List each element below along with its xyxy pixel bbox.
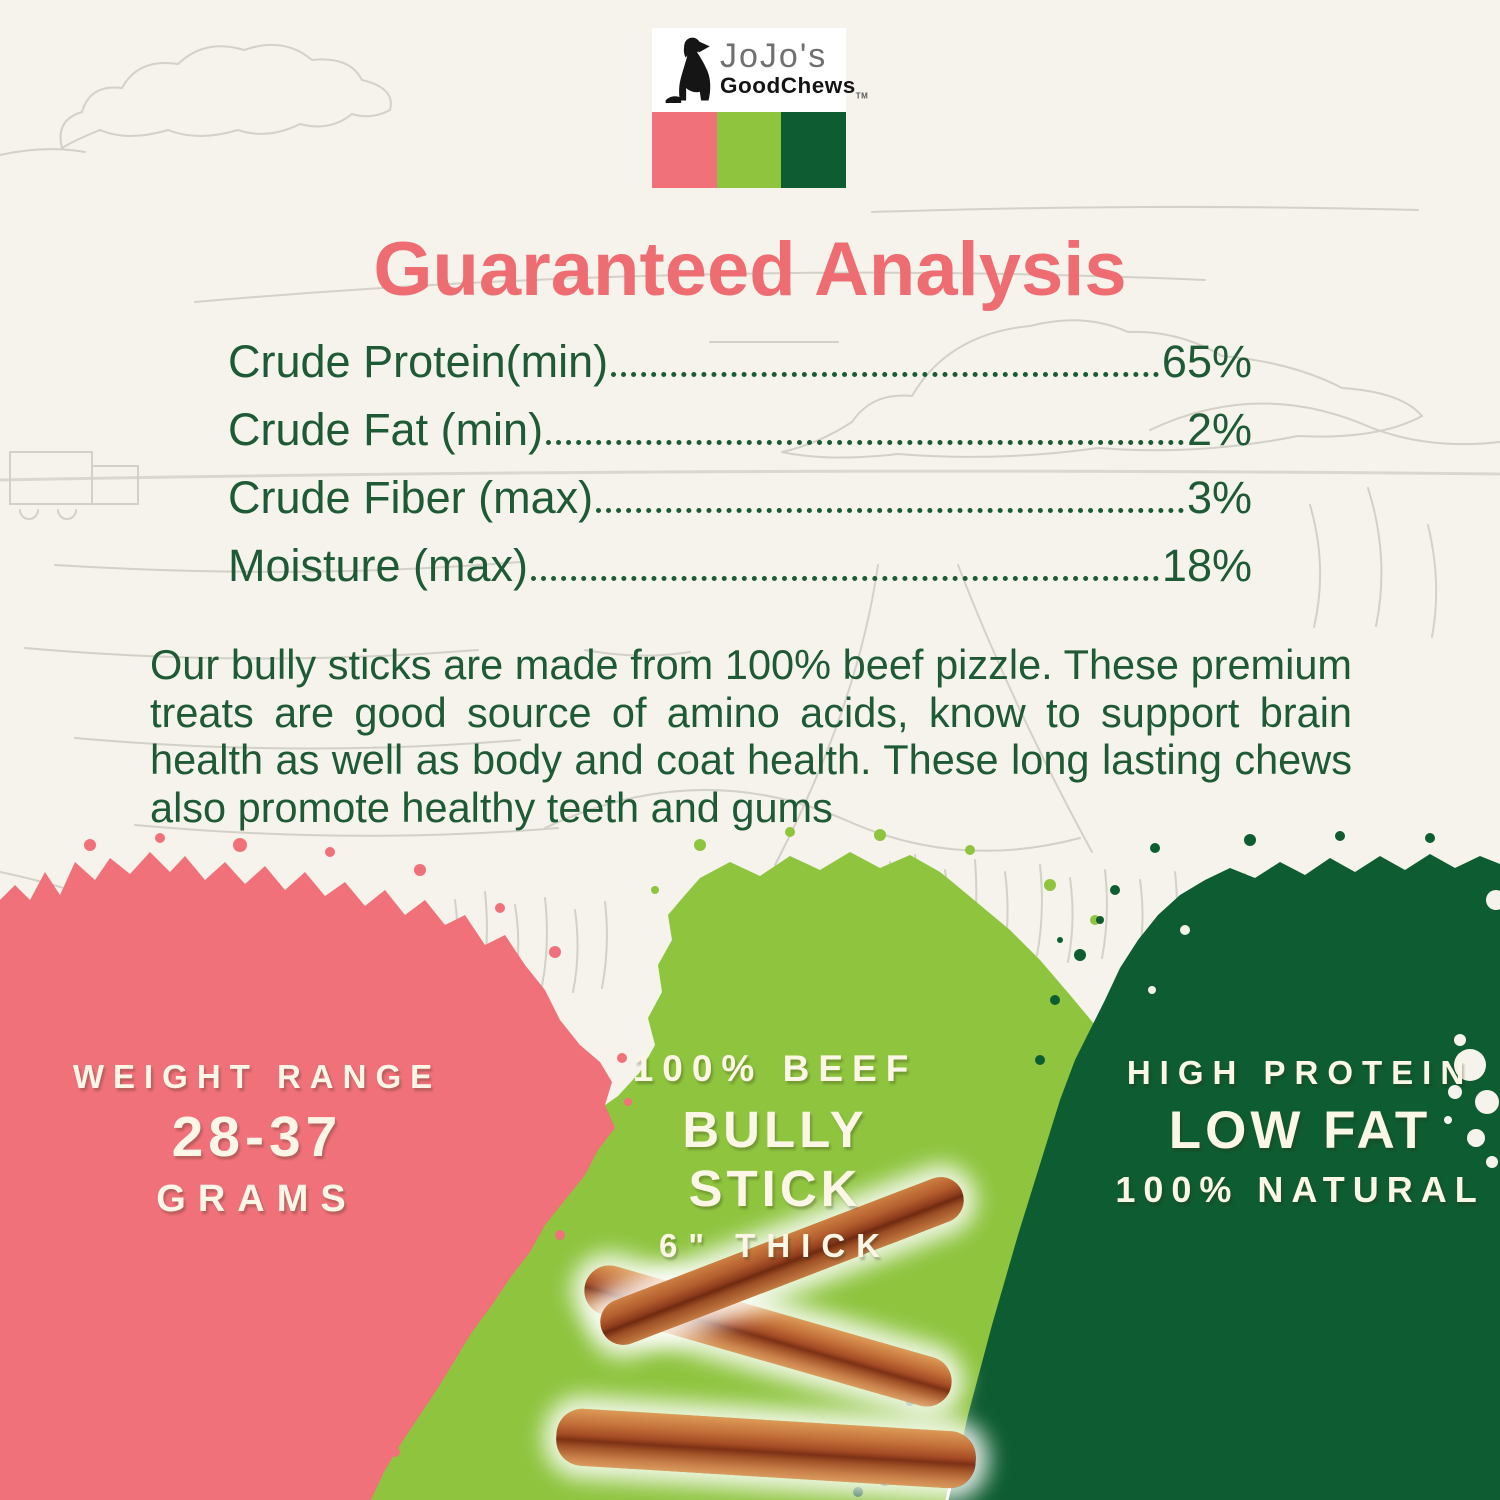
- analysis-list: Crude Protein(min) 65% Crude Fat (min) 2…: [228, 336, 1252, 608]
- leader-dots: [611, 372, 1159, 377]
- product-line-size: 6" THICK: [659, 1227, 891, 1264]
- paint-splash-pink: [0, 833, 632, 1500]
- analysis-value: 3%: [1186, 472, 1252, 523]
- trademark-symbol: TM: [855, 91, 869, 101]
- analysis-label: Crude Fiber (max): [228, 472, 594, 523]
- nutrition-line-low-fat: LOW FAT: [1168, 1101, 1432, 1160]
- page-title: Guaranteed Analysis: [373, 227, 1127, 312]
- brand-logo: JoJo's GoodChewsTM: [652, 28, 868, 112]
- product-panel: 100% BEEF BULLY STICK 6" THICK: [592, 1048, 958, 1265]
- paint-splash-cream-specks: [1148, 890, 1500, 1168]
- analysis-value: 65%: [1161, 336, 1252, 387]
- weight-range-heading: WEIGHT RANGE: [72, 1058, 442, 1095]
- brand-name-top: JoJo's: [720, 37, 828, 76]
- brand-name-bottom: GoodChewsTM: [720, 73, 869, 101]
- brand-color-swatch-dark-green: [781, 112, 847, 188]
- brand-wordmark: JoJo's GoodChewsTM: [720, 39, 868, 101]
- analysis-row-crude-fat: Crude Fat (min) 2%: [228, 404, 1252, 472]
- leader-dots: [546, 440, 1184, 445]
- analysis-value: 2%: [1186, 404, 1252, 455]
- nutrition-panel: HIGH PROTEIN LOW FAT 100% NATURAL: [1112, 1054, 1488, 1211]
- analysis-row-crude-fiber: Crude Fiber (max) 3%: [228, 472, 1252, 540]
- weight-range-unit: GRAMS: [156, 1178, 358, 1220]
- analysis-value: 18%: [1161, 540, 1252, 591]
- dog-icon: [665, 37, 711, 103]
- nutrition-line-natural: 100% NATURAL: [1115, 1169, 1485, 1210]
- product-line-bully-stick: BULLY STICK: [682, 1101, 868, 1217]
- brand-color-bar: [652, 112, 847, 188]
- analysis-label: Crude Fat (min): [228, 404, 544, 455]
- brand-color-swatch-pink: [652, 112, 717, 188]
- weight-range-panel: WEIGHT RANGE 28-37 GRAMS: [62, 1058, 452, 1221]
- analysis-row-crude-protein: Crude Protein(min) 65%: [228, 336, 1252, 404]
- analysis-label: Moisture (max): [228, 540, 529, 591]
- leader-dots: [531, 576, 1159, 581]
- weight-range-value: 28-37: [171, 1105, 343, 1169]
- analysis-row-moisture: Moisture (max) 18%: [228, 540, 1252, 608]
- analysis-label: Crude Protein(min): [228, 336, 609, 387]
- description-paragraph: Our bully sticks are made from 100% beef…: [150, 641, 1352, 831]
- brand-color-swatch-light-green: [716, 112, 782, 188]
- nutrition-line-high-protein: HIGH PROTEIN: [1126, 1054, 1474, 1091]
- leader-dots: [596, 508, 1184, 513]
- product-line-beef: 100% BEEF: [632, 1048, 918, 1089]
